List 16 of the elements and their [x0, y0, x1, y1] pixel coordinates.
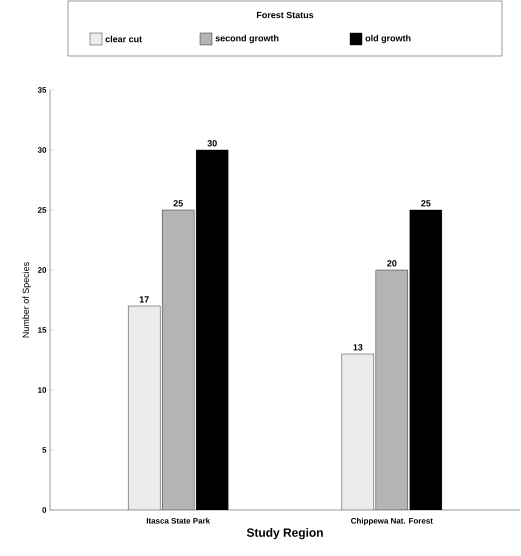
- data-label: 25: [174, 200, 183, 206]
- bar: [162, 210, 194, 510]
- y-axis-title: Number of Species: [22, 262, 31, 338]
- legend-label: clear cut: [106, 36, 142, 42]
- data-label: 13: [353, 344, 362, 350]
- legend-label: old growth: [366, 34, 410, 44]
- data-label: 20: [387, 260, 396, 266]
- bar: [342, 354, 374, 510]
- data-label: 25: [421, 200, 431, 206]
- data-label: 17: [140, 296, 149, 302]
- legend-label: second growth: [216, 34, 278, 44]
- bar: [128, 306, 160, 510]
- bar: [376, 270, 408, 510]
- legend-title: Forest Status: [256, 12, 314, 18]
- data-label: 30: [207, 140, 217, 146]
- x-axis-title: Study Region: [246, 528, 323, 540]
